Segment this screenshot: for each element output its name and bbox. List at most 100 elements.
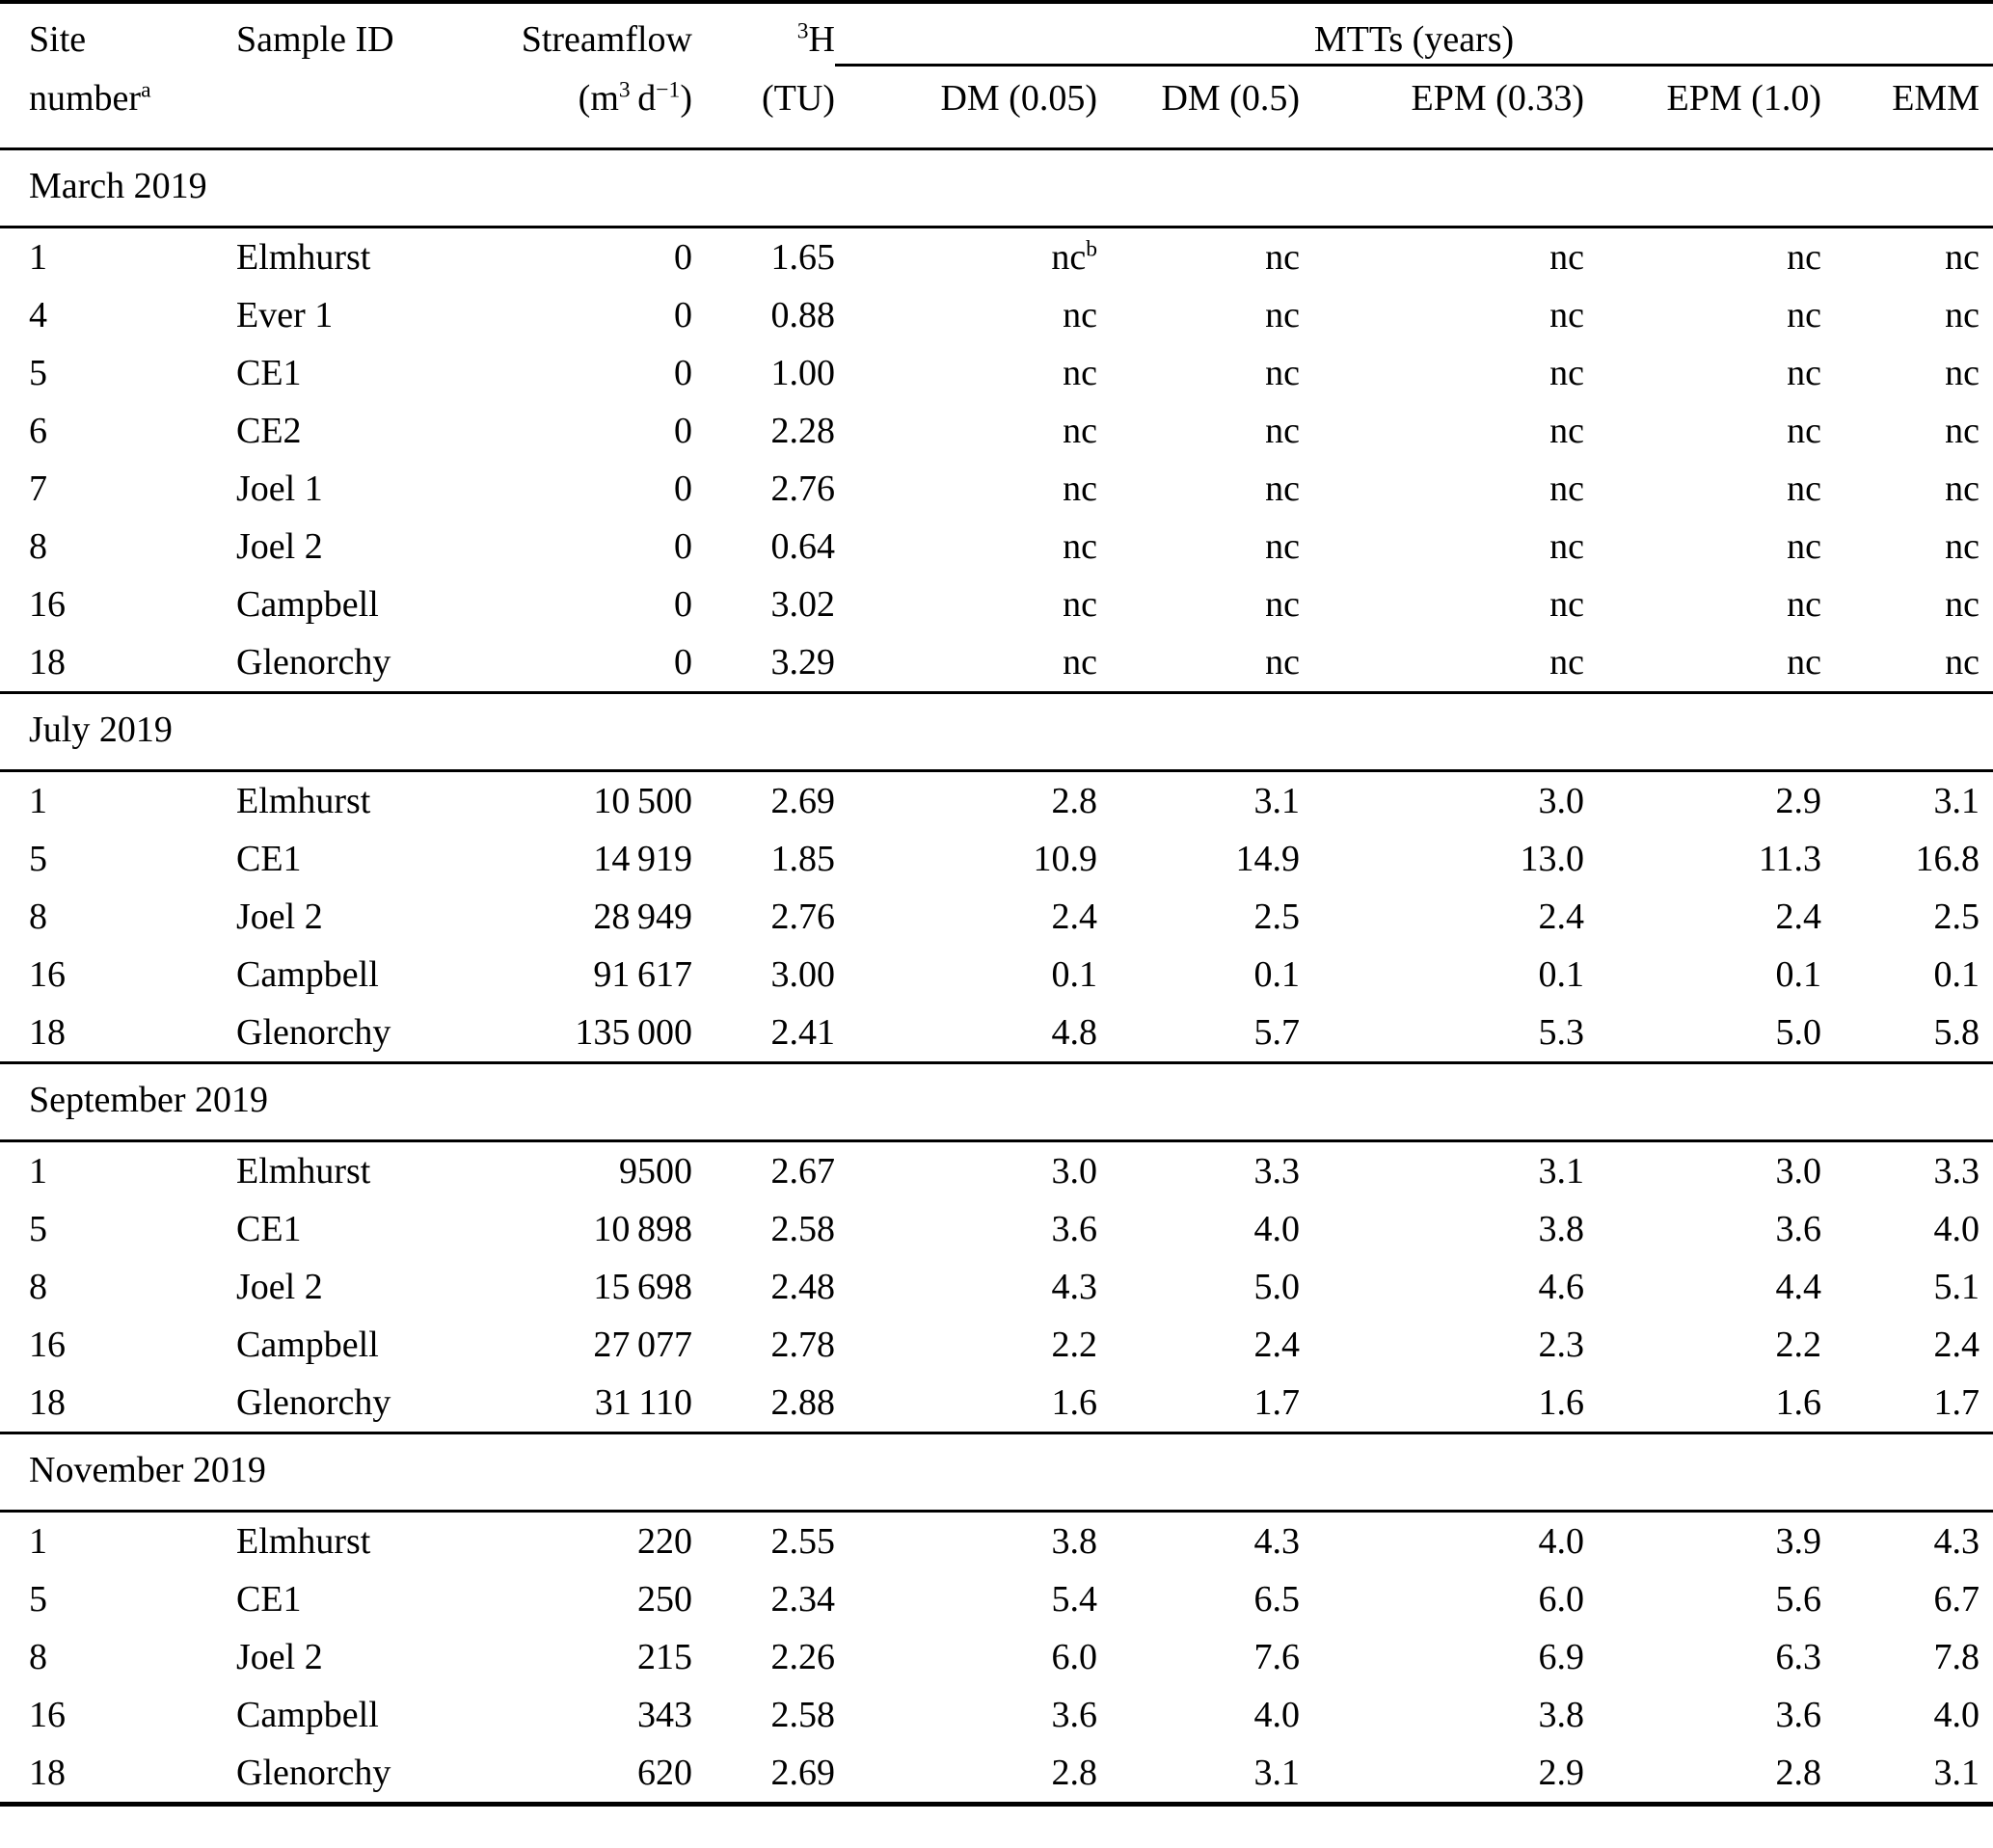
mtt-cell: 4.0 bbox=[1933, 1695, 1980, 1735]
mtt-cell: 3.0 bbox=[1538, 781, 1585, 821]
mtt-cell: nc bbox=[1549, 642, 1584, 683]
mtt-cell: 0.1 bbox=[1051, 954, 1098, 995]
mtt-cell: nc bbox=[1265, 411, 1300, 451]
mtt-cell: 3.1 bbox=[1538, 1151, 1585, 1192]
sample-id-cell: Glenorchy bbox=[236, 1753, 391, 1793]
mtt-table: Site Sample ID Streamflow 3H MTTs (years… bbox=[0, 0, 1993, 1807]
data-row: 5 CE1 0 1.00 nc nc nc nc nc bbox=[0, 344, 1993, 402]
data-row: 16 Campbell 91 617 3.00 0.1 0.1 0.1 0.1 0.1 bbox=[0, 946, 1993, 1004]
mtt-cell: 6.9 bbox=[1538, 1637, 1585, 1677]
mtt-cell: 7.6 bbox=[1253, 1637, 1301, 1677]
mtt-cell: nc bbox=[1945, 469, 1980, 509]
streamflow-cell: 250 bbox=[637, 1579, 692, 1620]
sample-id-cell: Campbell bbox=[236, 954, 379, 995]
mtt-cell: nc bbox=[1787, 237, 1821, 278]
data-row: 18 Glenorchy 31 110 2.88 1.6 1.7 1.6 1.6 1.7 bbox=[0, 1374, 1993, 1433]
streamflow-cell: 0 bbox=[674, 584, 692, 625]
site-header-word: number bbox=[29, 78, 142, 119]
mtt-cell: 3.3 bbox=[1933, 1151, 1980, 1192]
mtt-cell: 5.7 bbox=[1253, 1012, 1301, 1053]
data-row: 5 CE1 250 2.34 5.4 6.5 6.0 5.6 6.7 bbox=[0, 1570, 1993, 1628]
mtt-cell: nc bbox=[1063, 295, 1097, 335]
tritium-cell: 2.88 bbox=[770, 1382, 836, 1423]
sample-id-cell: CE1 bbox=[236, 1579, 302, 1620]
streamflow-cell: 0 bbox=[674, 469, 692, 509]
mtt-cell: 11.3 bbox=[1758, 839, 1821, 879]
mtt-cell: nc bbox=[1549, 353, 1584, 393]
mtt-cell: 3.6 bbox=[1775, 1695, 1822, 1735]
tritium-cell: 3.00 bbox=[770, 954, 836, 995]
site-number-cell: 1 bbox=[29, 237, 47, 278]
sample-id-cell: Joel 2 bbox=[236, 526, 323, 567]
mtt-col-header-dm-05: DM (0.5) bbox=[1097, 65, 1300, 150]
data-row: 18 Glenorchy 135 000 2.41 4.8 5.7 5.3 5.0 5.8 bbox=[0, 1004, 1993, 1063]
mtt-cell: 2.9 bbox=[1538, 1753, 1585, 1793]
mtt-cell: nc bbox=[1945, 584, 1980, 625]
mtt-cell: nc bbox=[1265, 526, 1300, 567]
streamflow-cell: 0 bbox=[674, 237, 692, 278]
mtt-cell: 3.3 bbox=[1253, 1151, 1301, 1192]
streamflow-cell: 220 bbox=[637, 1521, 692, 1562]
mtt-cell: 0.1 bbox=[1253, 954, 1301, 995]
mtt-cell: 3.0 bbox=[1775, 1151, 1822, 1192]
mtt-cell: 2.5 bbox=[1253, 897, 1301, 937]
mtt-cell: 2.8 bbox=[1051, 781, 1098, 821]
site-number-cell: 8 bbox=[29, 897, 47, 937]
data-row: 18 Glenorchy 0 3.29 nc nc nc nc nc bbox=[0, 633, 1993, 693]
streamflow-unit-header: (m3 d−1) bbox=[521, 65, 692, 150]
site-number-cell: 18 bbox=[29, 1012, 66, 1053]
sample-id-cell: Joel 2 bbox=[236, 1267, 323, 1307]
mtt-cell: 4.8 bbox=[1051, 1012, 1098, 1053]
mtt-cell: 0.1 bbox=[1538, 954, 1585, 995]
mtt-cell: 10.9 bbox=[1033, 839, 1098, 879]
mtt-cell: 6.0 bbox=[1538, 1579, 1585, 1620]
tritium-cell: 2.28 bbox=[770, 411, 836, 451]
sample-id-cell: Joel 2 bbox=[236, 1637, 323, 1677]
site-number-cell: 4 bbox=[29, 295, 47, 335]
site-number-cell: 5 bbox=[29, 1209, 47, 1249]
sample-id-cell: CE1 bbox=[236, 839, 302, 879]
data-row: 1 Elmhurst 10 500 2.69 2.8 3.1 3.0 2.9 3.1 bbox=[0, 771, 1993, 831]
site-number-cell: 18 bbox=[29, 1753, 66, 1793]
mtt-cell: 2.4 bbox=[1775, 897, 1822, 937]
tritium-superscript: 3 bbox=[796, 18, 809, 44]
mtt-cell: nc bbox=[1787, 584, 1821, 625]
site-number-cell: 18 bbox=[29, 642, 66, 683]
streamflow-cell: 10 898 bbox=[593, 1209, 692, 1249]
mtt-cell: 1.6 bbox=[1051, 1382, 1098, 1423]
tritium-cell: 2.76 bbox=[770, 897, 836, 937]
mtt-cell: 4.3 bbox=[1051, 1267, 1098, 1307]
data-row: 16 Campbell 27 077 2.78 2.2 2.4 2.3 2.2 2.4 bbox=[0, 1316, 1993, 1374]
sample-id-cell: Glenorchy bbox=[236, 642, 391, 683]
header-row-2: numbera (m3 d−1) (TU) DM (0.05) DM (0.5)… bbox=[0, 65, 1993, 150]
mtt-cell: 3.0 bbox=[1051, 1151, 1098, 1192]
site-number-cell: 7 bbox=[29, 469, 47, 509]
mtt-cell: 3.1 bbox=[1933, 781, 1980, 821]
data-row: 1 Elmhurst 9500 2.67 3.0 3.3 3.1 3.0 3.3 bbox=[0, 1141, 1993, 1201]
site-header-line2: numbera bbox=[0, 65, 236, 150]
tritium-header: 3H bbox=[692, 2, 835, 66]
mtt-cell: 2.5 bbox=[1933, 897, 1980, 937]
site-number-cell: 5 bbox=[29, 839, 47, 879]
streamflow-cell: 0 bbox=[674, 411, 692, 451]
mtt-col-header-epm-033: EPM (0.33) bbox=[1300, 65, 1584, 150]
data-row: 5 CE1 10 898 2.58 3.6 4.0 3.8 3.6 4.0 bbox=[0, 1200, 1993, 1258]
mtt-cell: nc bbox=[1945, 411, 1980, 451]
mtt-cell: 2.8 bbox=[1775, 1753, 1822, 1793]
mtt-cell: 2.4 bbox=[1051, 897, 1098, 937]
mtt-cell: 2.4 bbox=[1933, 1325, 1980, 1365]
mtt-cell: 4.4 bbox=[1775, 1267, 1822, 1307]
streamflow-cell: 10 500 bbox=[593, 781, 692, 821]
streamflow-cell: 27 077 bbox=[593, 1325, 692, 1365]
mtt-cell: nc bbox=[1063, 584, 1097, 625]
sample-id-cell: Campbell bbox=[236, 584, 379, 625]
mtt-cell: 1.6 bbox=[1775, 1382, 1822, 1423]
sample-id-cell: CE1 bbox=[236, 1209, 302, 1249]
mtt-cell: nc bbox=[1063, 353, 1097, 393]
mtt-cell: 1.6 bbox=[1538, 1382, 1585, 1423]
sample-id-cell: Glenorchy bbox=[236, 1012, 391, 1053]
site-number-cell: 1 bbox=[29, 781, 47, 821]
tritium-cell: 2.55 bbox=[770, 1521, 836, 1562]
mtt-cell: 14.9 bbox=[1235, 839, 1301, 879]
site-number-cell: 1 bbox=[29, 1151, 47, 1192]
